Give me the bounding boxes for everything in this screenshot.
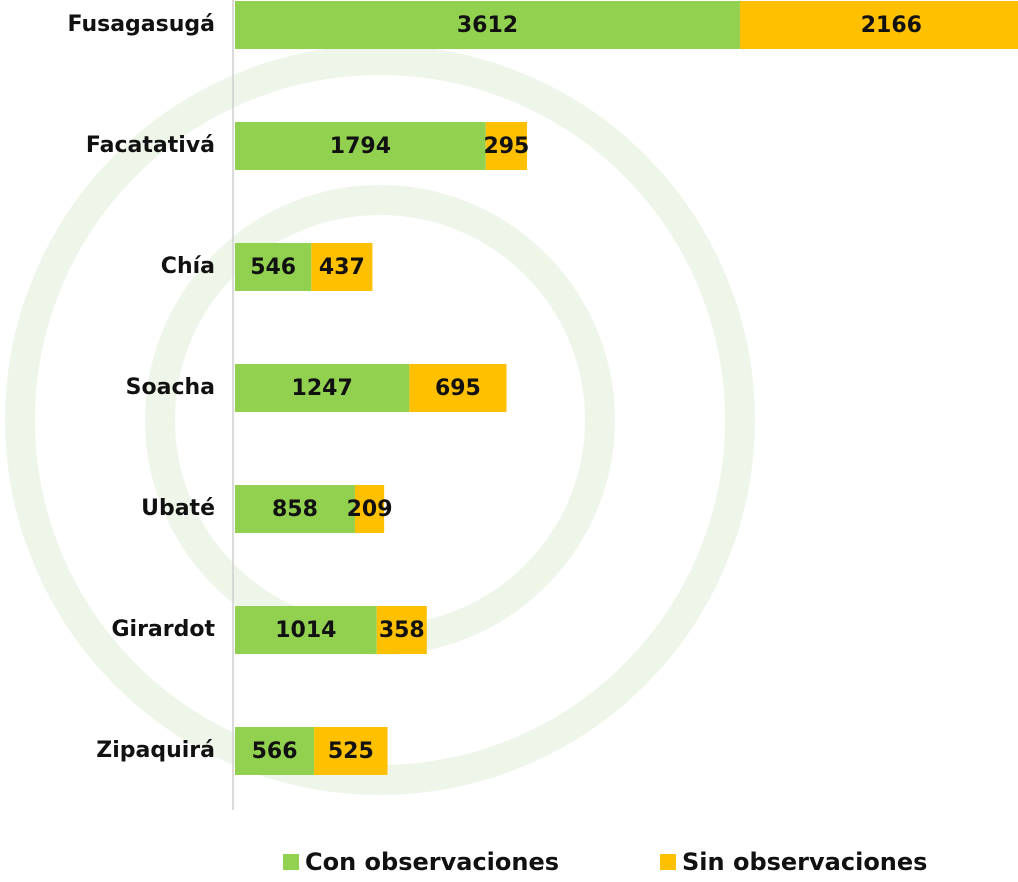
value-label: 358: [379, 618, 425, 643]
bar-segment: [409, 364, 507, 412]
bar-segment: [235, 606, 377, 654]
bar-segment: [354, 485, 385, 533]
category-label: Soacha: [126, 375, 215, 400]
category-label: Girardot: [111, 617, 215, 642]
category-label: Ubaté: [141, 496, 215, 521]
value-label: 209: [347, 497, 393, 522]
value-label: 695: [435, 376, 481, 401]
bar-segment: [235, 122, 486, 170]
value-label: 437: [319, 255, 365, 280]
bar-segment: [235, 727, 315, 775]
value-label: 295: [483, 134, 529, 159]
legend-swatch: [283, 854, 299, 870]
category-label: Chía: [161, 254, 215, 279]
category-label: Zipaquirá: [96, 738, 215, 763]
value-label: 3612: [457, 13, 518, 38]
category-label: Facatativá: [86, 133, 215, 158]
value-label: 525: [328, 739, 374, 764]
value-label: 546: [250, 255, 296, 280]
bar-segment: [376, 606, 427, 654]
value-label: 566: [252, 739, 298, 764]
bar-segment: [235, 485, 355, 533]
bar-segment: [235, 243, 312, 291]
bar-segment: [739, 1, 1018, 49]
bar-segment: [485, 122, 528, 170]
value-label: 1247: [292, 376, 353, 401]
bar-segment: [311, 243, 373, 291]
value-label: 1794: [330, 134, 391, 159]
legend-swatch: [660, 854, 676, 870]
value-label: 858: [272, 497, 318, 522]
legend-label: Con observaciones: [305, 848, 559, 876]
value-label: 1014: [275, 618, 336, 643]
category-label: Fusagasugá: [68, 12, 215, 37]
value-label: 2166: [861, 13, 922, 38]
bar-segment: [235, 364, 410, 412]
legend-label: Sin observaciones: [682, 848, 927, 876]
bar-segment: [314, 727, 388, 775]
bar-segment: [235, 1, 740, 49]
